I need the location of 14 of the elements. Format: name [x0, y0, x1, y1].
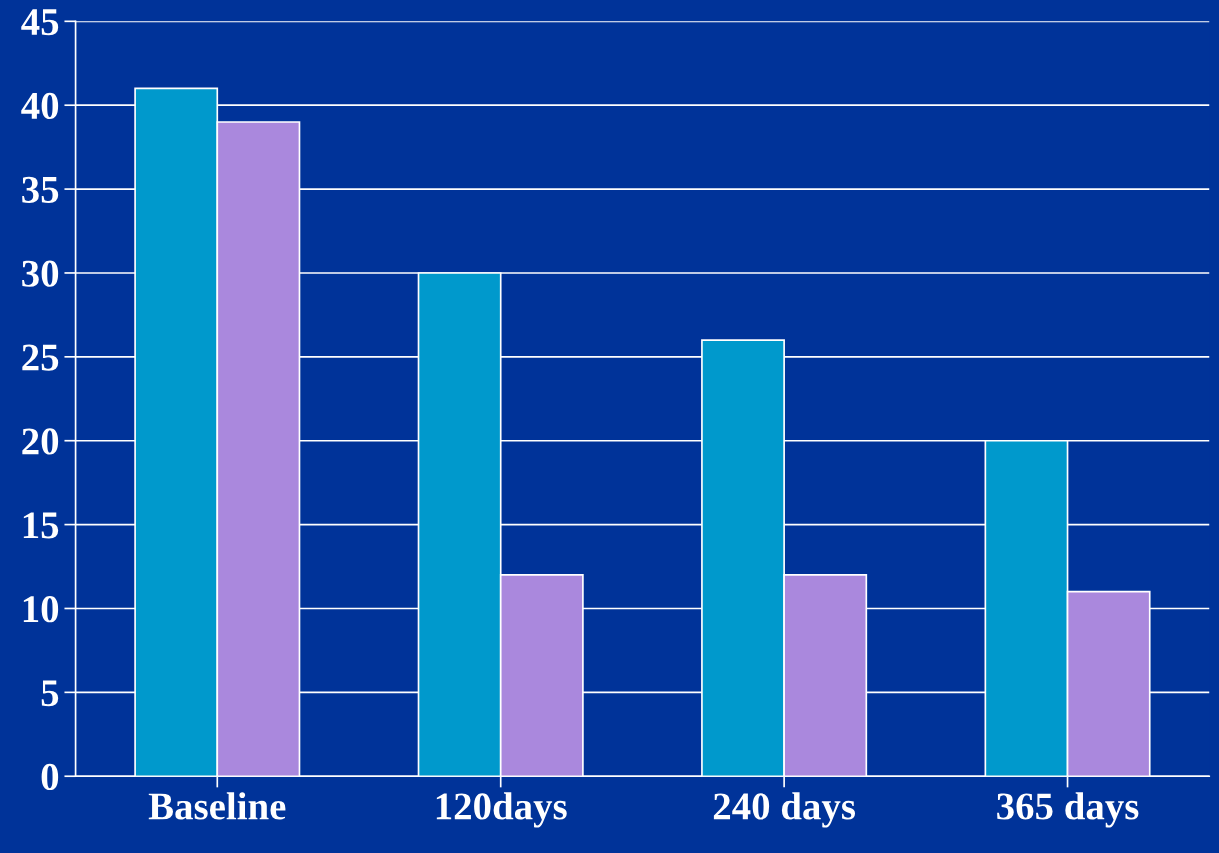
y-tick-label: 30	[22, 260, 59, 287]
y-tick-label: 0	[41, 763, 59, 791]
x-tick-label: 240 days	[713, 792, 856, 828]
y-tick-label: 5	[41, 680, 59, 707]
x-tick-label: Baseline	[148, 792, 286, 820]
y-tick-label: 45	[21, 9, 59, 36]
y-tick-label: 25	[22, 344, 59, 371]
y-tick-label: 15	[23, 512, 59, 539]
y-tick-label: 35	[22, 176, 59, 203]
y-tick-label: 40	[21, 92, 59, 120]
x-tick-label: 365 days	[997, 792, 1139, 828]
x-tick-label: 120days	[436, 792, 567, 828]
y-tick-label: 10	[23, 596, 59, 623]
y-tick-label: 20	[22, 428, 59, 455]
